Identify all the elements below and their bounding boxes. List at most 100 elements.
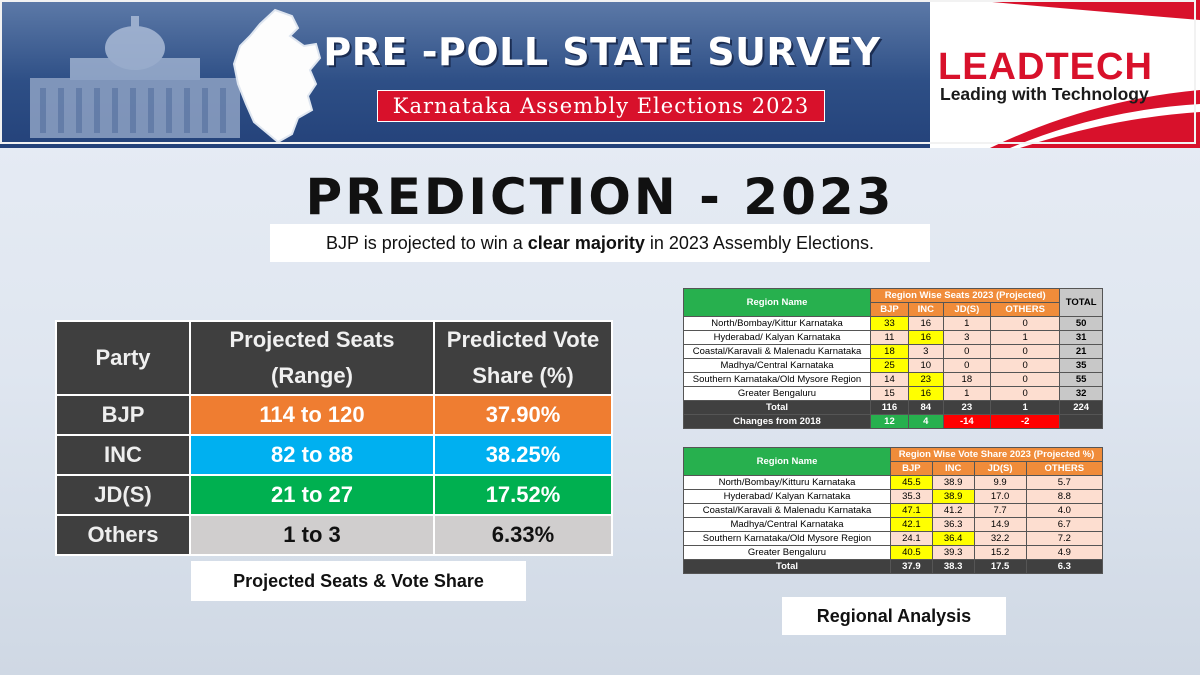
seats-region-header: Region Name <box>683 288 871 317</box>
seat-value: 18 <box>942 372 991 387</box>
vote-value: 7.2 <box>1025 531 1104 546</box>
total-all: 224 <box>1059 400 1103 415</box>
region-name: North/Bombay/Kitturu Karnataka <box>683 475 891 490</box>
seat-value: 16 <box>907 386 944 401</box>
total-label: Total <box>683 400 871 415</box>
seats-col-bjp: BJP <box>870 302 909 317</box>
header-title: PRE -POLL STATE SURVEY <box>323 30 881 74</box>
seat-value: 10 <box>907 358 944 373</box>
region-name: Madhya/Central Karnataka <box>683 358 871 373</box>
seat-value: 0 <box>989 316 1061 331</box>
seat-value: 0 <box>989 344 1061 359</box>
seat-total: 21 <box>1059 344 1103 359</box>
summary-post: in 2023 Assembly Elections. <box>644 233 874 253</box>
seats-header-row: Region Name Region Wise Seats 2023 (Proj… <box>683 288 1103 317</box>
vote-value: 36.4 <box>931 531 975 546</box>
seat-value: 1 <box>989 330 1061 345</box>
party-share: 37.90% <box>433 394 613 436</box>
vote-value: 8.8 <box>1025 489 1104 504</box>
seat-value: 33 <box>870 316 909 331</box>
seat-total: 55 <box>1059 372 1103 387</box>
vote-value: 41.2 <box>931 503 975 518</box>
party-seats: 1 to 3 <box>189 514 435 556</box>
region-vote-table: Region Name Region Wise Vote Share 2023 … <box>683 447 1104 574</box>
party-seats: 82 to 88 <box>189 434 435 476</box>
logo-panel <box>930 0 1200 148</box>
vote-value: 42.1 <box>890 517 933 532</box>
total-inc: 84 <box>907 400 944 415</box>
header-party: Party <box>55 320 191 396</box>
vote-total-inc: 38.3 <box>931 559 975 574</box>
seat-value: 0 <box>989 386 1061 401</box>
vote-col-others: OTHERS <box>1025 461 1104 476</box>
seat-value: 16 <box>907 316 944 331</box>
table-row: Southern Karnataka/Old Mysore Region 14 23… <box>683 372 1103 387</box>
seats-change-row: Changes from 2018 12 4 -14 -2 <box>683 414 1103 429</box>
seat-value: 14 <box>870 372 909 387</box>
change-blank <box>1059 414 1103 429</box>
vidhana-soudha-building-image <box>30 16 240 138</box>
seats-body: North/Bombay/Kittur Karnataka 33 16 1 0 50 Hyd… <box>683 316 1103 401</box>
seat-value: 1 <box>942 386 991 401</box>
table-row: Others 1 to 3 6.33% <box>55 514 613 556</box>
vote-header-row: Region Name Region Wise Vote Share 2023 … <box>683 447 1103 476</box>
vote-value: 15.2 <box>973 545 1027 560</box>
region-name: Southern Karnataka/Old Mysore Region <box>683 372 871 387</box>
header-subtitle: Karnataka Assembly Elections 2023 <box>377 90 825 122</box>
seat-value: 0 <box>989 358 1061 373</box>
seat-total: 32 <box>1059 386 1103 401</box>
table-row: Hyderabad/ Kalyan Karnataka 11 16 3 1 31 <box>683 330 1103 345</box>
vote-value: 38.9 <box>931 475 975 490</box>
seat-total: 31 <box>1059 330 1103 345</box>
region-name: Greater Bengaluru <box>683 386 871 401</box>
total-bjp: 116 <box>870 400 909 415</box>
region-seats-table: Region Name Region Wise Seats 2023 (Proj… <box>683 288 1103 429</box>
total-jds: 23 <box>942 400 991 415</box>
vote-total-row: Total 37.9 38.3 17.5 6.3 <box>683 559 1104 574</box>
region-name: Southern Karnataka/Old Mysore Region <box>683 531 891 546</box>
vote-col-inc: INC <box>931 461 975 476</box>
seat-value: 25 <box>870 358 909 373</box>
seat-value: 0 <box>942 358 991 373</box>
table-row: INC 82 to 88 38.25% <box>55 434 613 476</box>
table-row: Coastal/Karavali & Malenadu Karnataka 47.… <box>683 503 1104 518</box>
regional-caption: Regional Analysis <box>782 597 1006 635</box>
seats-col-others: OTHERS <box>989 302 1061 317</box>
vote-value: 4.9 <box>1025 545 1104 560</box>
vote-value: 7.7 <box>973 503 1027 518</box>
seat-value: 18 <box>870 344 909 359</box>
party-name: Others <box>55 514 191 556</box>
party-share: 17.52% <box>433 474 613 516</box>
vote-value: 4.0 <box>1025 503 1104 518</box>
seat-value: 16 <box>907 330 944 345</box>
seats-col-jds: JD(S) <box>942 302 991 317</box>
table-row: North/Bombay/Kitturu Karnataka 45.5 38.9 9.… <box>683 475 1104 490</box>
seat-value: 23 <box>907 372 944 387</box>
vote-total-label: Total <box>683 559 891 574</box>
leadtech-tagline: Leading with Technology <box>940 84 1149 104</box>
seat-value: 1 <box>942 316 991 331</box>
seat-value: 0 <box>989 372 1061 387</box>
seat-value: 3 <box>907 344 944 359</box>
party-seats: 21 to 27 <box>189 474 435 516</box>
projection-caption: Projected Seats & Vote Share <box>191 561 526 601</box>
karnataka-map-icon <box>232 8 322 144</box>
leadtech-logo: LEADTECH <box>938 46 1153 88</box>
table-row: Madhya/Central Karnataka 42.1 36.3 14.9 6.7 <box>683 517 1104 532</box>
change-inc: 4 <box>907 414 944 429</box>
seats-subheader-row: BJP INC JD(S) OTHERS <box>684 302 1103 317</box>
seats-total-header: TOTAL <box>1059 288 1103 317</box>
seats-total-row: Total 116 84 23 1 224 <box>683 400 1103 415</box>
vote-value: 5.7 <box>1025 475 1104 490</box>
change-others: -2 <box>989 414 1061 429</box>
table-row: Coastal/Karavali & Malenadu Karnataka 18 3… <box>683 344 1103 359</box>
vote-value: 14.9 <box>973 517 1027 532</box>
region-name: Coastal/Karavali & Malenadu Karnataka <box>683 503 891 518</box>
seat-total: 35 <box>1059 358 1103 373</box>
summary-bold: clear majority <box>527 233 645 253</box>
change-bjp: 12 <box>870 414 909 429</box>
vote-value: 45.5 <box>890 475 933 490</box>
vote-group-header: Region Wise Vote Share 2023 (Projected %… <box>890 447 1103 462</box>
seats-group-header: Region Wise Seats 2023 (Projected) <box>869 288 1061 303</box>
projection-table: Party Projected Seats (Range) Predicted … <box>55 320 613 556</box>
